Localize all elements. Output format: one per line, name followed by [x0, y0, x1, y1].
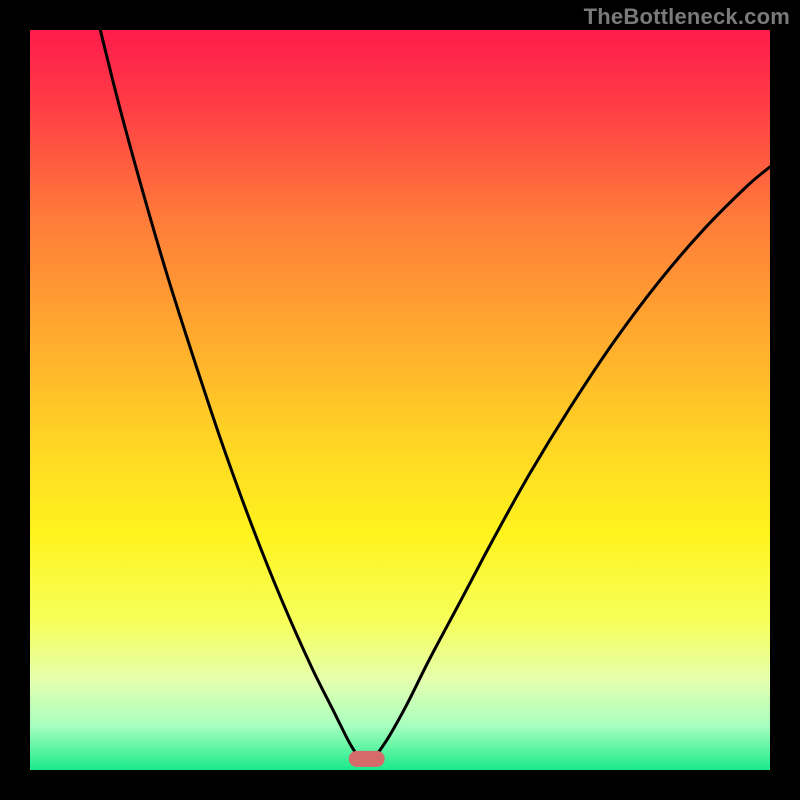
plot-area [30, 30, 770, 770]
chart-svg [0, 0, 800, 800]
chart-container [0, 0, 800, 800]
optimum-marker [349, 751, 385, 767]
watermark-text: TheBottleneck.com [584, 4, 790, 30]
